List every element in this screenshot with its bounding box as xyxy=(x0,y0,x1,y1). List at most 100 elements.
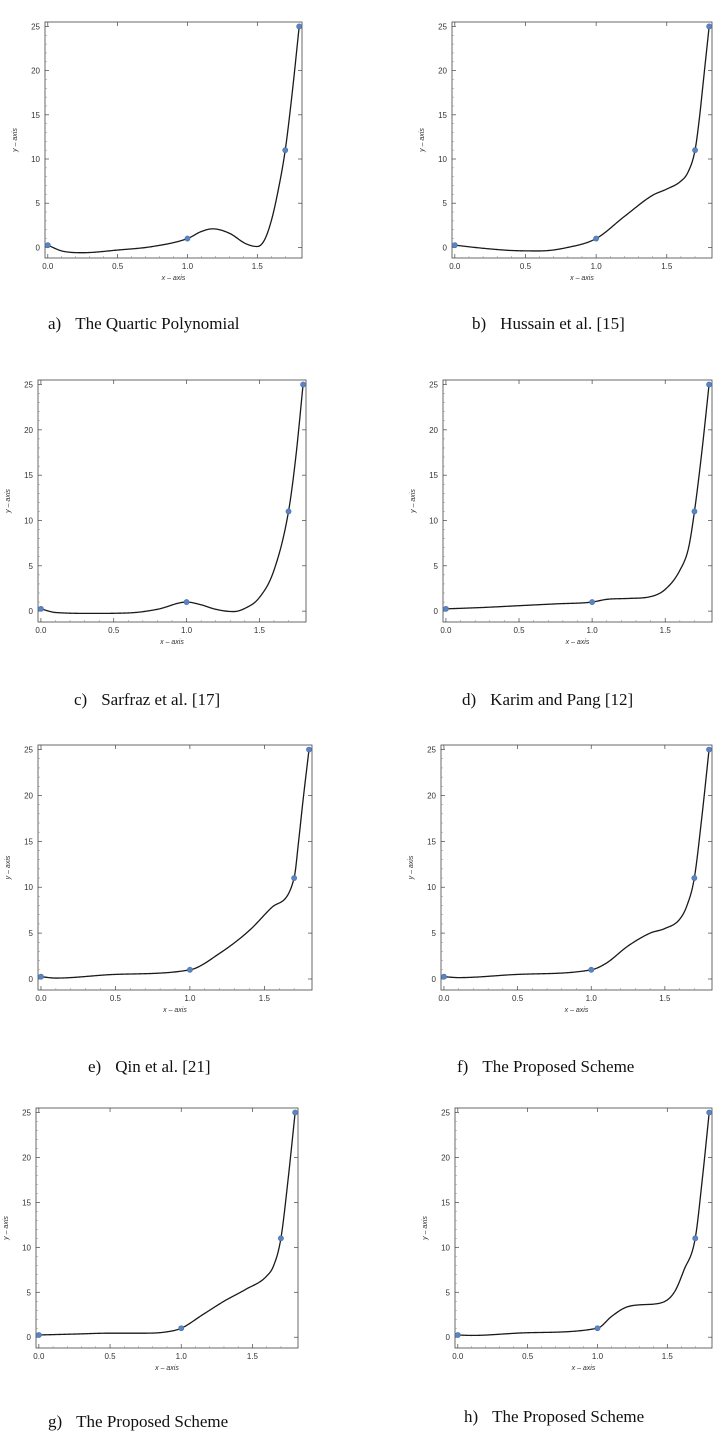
x-tick-label: 1.5 xyxy=(661,262,673,271)
data-point xyxy=(35,1332,42,1338)
y-axis-label: y – axis xyxy=(12,128,19,153)
y-tick-label: 0 xyxy=(27,1333,32,1342)
x-axis-label: x – axis xyxy=(154,1365,179,1372)
x-axis-label: x – axis xyxy=(161,275,186,282)
data-point xyxy=(300,381,306,388)
data-point xyxy=(706,23,713,30)
x-tick-label: 0.0 xyxy=(449,262,461,271)
x-tick-label: 1.0 xyxy=(587,626,599,635)
x-tick-label: 0.5 xyxy=(110,994,122,1003)
data-point xyxy=(178,1325,185,1332)
y-tick-label: 5 xyxy=(432,929,437,938)
caption-text: The Proposed Scheme xyxy=(76,1412,229,1431)
data-point xyxy=(278,1235,284,1242)
x-axis-label: x – axis xyxy=(565,639,590,646)
data-point xyxy=(706,746,712,753)
y-tick-label: 25 xyxy=(427,746,436,755)
y-tick-label: 10 xyxy=(438,155,447,164)
series-curve xyxy=(47,26,300,254)
y-tick-label: 10 xyxy=(427,883,436,892)
x-tick-label: 0.5 xyxy=(108,626,120,635)
caption-b: b) Hussain et al. [15] xyxy=(472,314,625,334)
y-tick-label: 0 xyxy=(432,975,437,984)
data-point xyxy=(291,875,298,881)
y-axis-label: y – axis xyxy=(5,855,12,880)
y-tick-label: 20 xyxy=(24,791,33,800)
x-tick-label: 1.5 xyxy=(659,994,671,1003)
x-axis-label: x – axis xyxy=(159,639,184,646)
y-tick-label: 15 xyxy=(429,471,438,480)
x-tick-label: 0.5 xyxy=(112,262,124,271)
data-point xyxy=(588,966,595,973)
y-tick-label: 20 xyxy=(441,1153,450,1162)
series-curve xyxy=(443,749,710,979)
caption-g: g) The Proposed Scheme xyxy=(48,1412,228,1432)
y-tick-label: 10 xyxy=(441,1243,450,1252)
data-point xyxy=(292,1109,299,1116)
x-axis-label: x – axis xyxy=(564,1007,589,1014)
y-tick-label: 15 xyxy=(24,471,33,480)
series-curve xyxy=(454,26,710,252)
y-tick-label: 0 xyxy=(446,1333,451,1342)
y-tick-label: 20 xyxy=(22,1153,31,1162)
series-curve xyxy=(40,749,310,979)
y-tick-label: 0 xyxy=(29,975,34,984)
caption-letter: h) xyxy=(464,1407,479,1426)
caption-letter: a) xyxy=(48,314,62,333)
y-tick-label: 10 xyxy=(429,516,438,525)
x-tick-label: 0.0 xyxy=(438,994,450,1003)
y-axis-label: y – axis xyxy=(5,489,12,514)
data-point xyxy=(38,605,44,612)
caption-letter: g) xyxy=(48,1412,63,1431)
x-tick-label: 1.5 xyxy=(247,1352,259,1361)
data-point xyxy=(691,508,698,515)
y-axis-label: y – axis xyxy=(410,489,417,514)
x-tick-label: 1.5 xyxy=(254,626,266,635)
data-point xyxy=(186,966,193,973)
x-tick-label: 0.5 xyxy=(513,626,525,635)
x-tick-label: 0.0 xyxy=(42,262,54,271)
y-tick-label: 0 xyxy=(29,607,34,616)
caption-text: The Quartic Polynomial xyxy=(75,314,240,333)
x-tick-label: 0.5 xyxy=(104,1352,116,1361)
y-tick-label: 10 xyxy=(22,1243,31,1252)
x-axis-label: x – axis xyxy=(569,275,594,282)
x-tick-label: 0.0 xyxy=(452,1352,464,1361)
y-tick-label: 25 xyxy=(24,381,33,390)
y-axis-label: y – axis xyxy=(408,855,415,880)
y-tick-label: 15 xyxy=(22,1198,31,1207)
x-tick-label: 0.0 xyxy=(33,1352,45,1361)
y-tick-label: 25 xyxy=(22,1108,31,1117)
y-tick-label: 10 xyxy=(24,883,33,892)
y-tick-label: 20 xyxy=(427,791,436,800)
y-tick-label: 15 xyxy=(438,111,447,120)
y-tick-label: 5 xyxy=(446,1288,451,1297)
caption-text: The Proposed Scheme xyxy=(482,1057,635,1076)
y-axis-label: y – axis xyxy=(3,1216,10,1241)
x-tick-label: 1.5 xyxy=(252,262,264,271)
x-tick-label: 0.5 xyxy=(522,1352,534,1361)
y-tick-label: 20 xyxy=(438,67,447,76)
data-point xyxy=(691,875,698,881)
y-tick-label: 20 xyxy=(31,67,40,76)
caption-letter: b) xyxy=(472,314,487,333)
y-tick-label: 0 xyxy=(36,243,41,252)
data-point xyxy=(593,235,600,242)
caption-f: f) The Proposed Scheme xyxy=(457,1057,634,1077)
y-tick-label: 0 xyxy=(443,243,448,252)
caption-d: d) Karim and Pang [12] xyxy=(462,690,633,710)
y-tick-label: 5 xyxy=(434,562,439,571)
data-point xyxy=(184,235,191,242)
y-tick-label: 15 xyxy=(427,837,436,846)
y-axis-label: y – axis xyxy=(422,1216,429,1241)
caption-text: Karim and Pang [12] xyxy=(490,690,634,709)
x-tick-label: 1.0 xyxy=(591,262,603,271)
y-tick-label: 5 xyxy=(36,199,41,208)
y-tick-label: 0 xyxy=(434,607,439,616)
